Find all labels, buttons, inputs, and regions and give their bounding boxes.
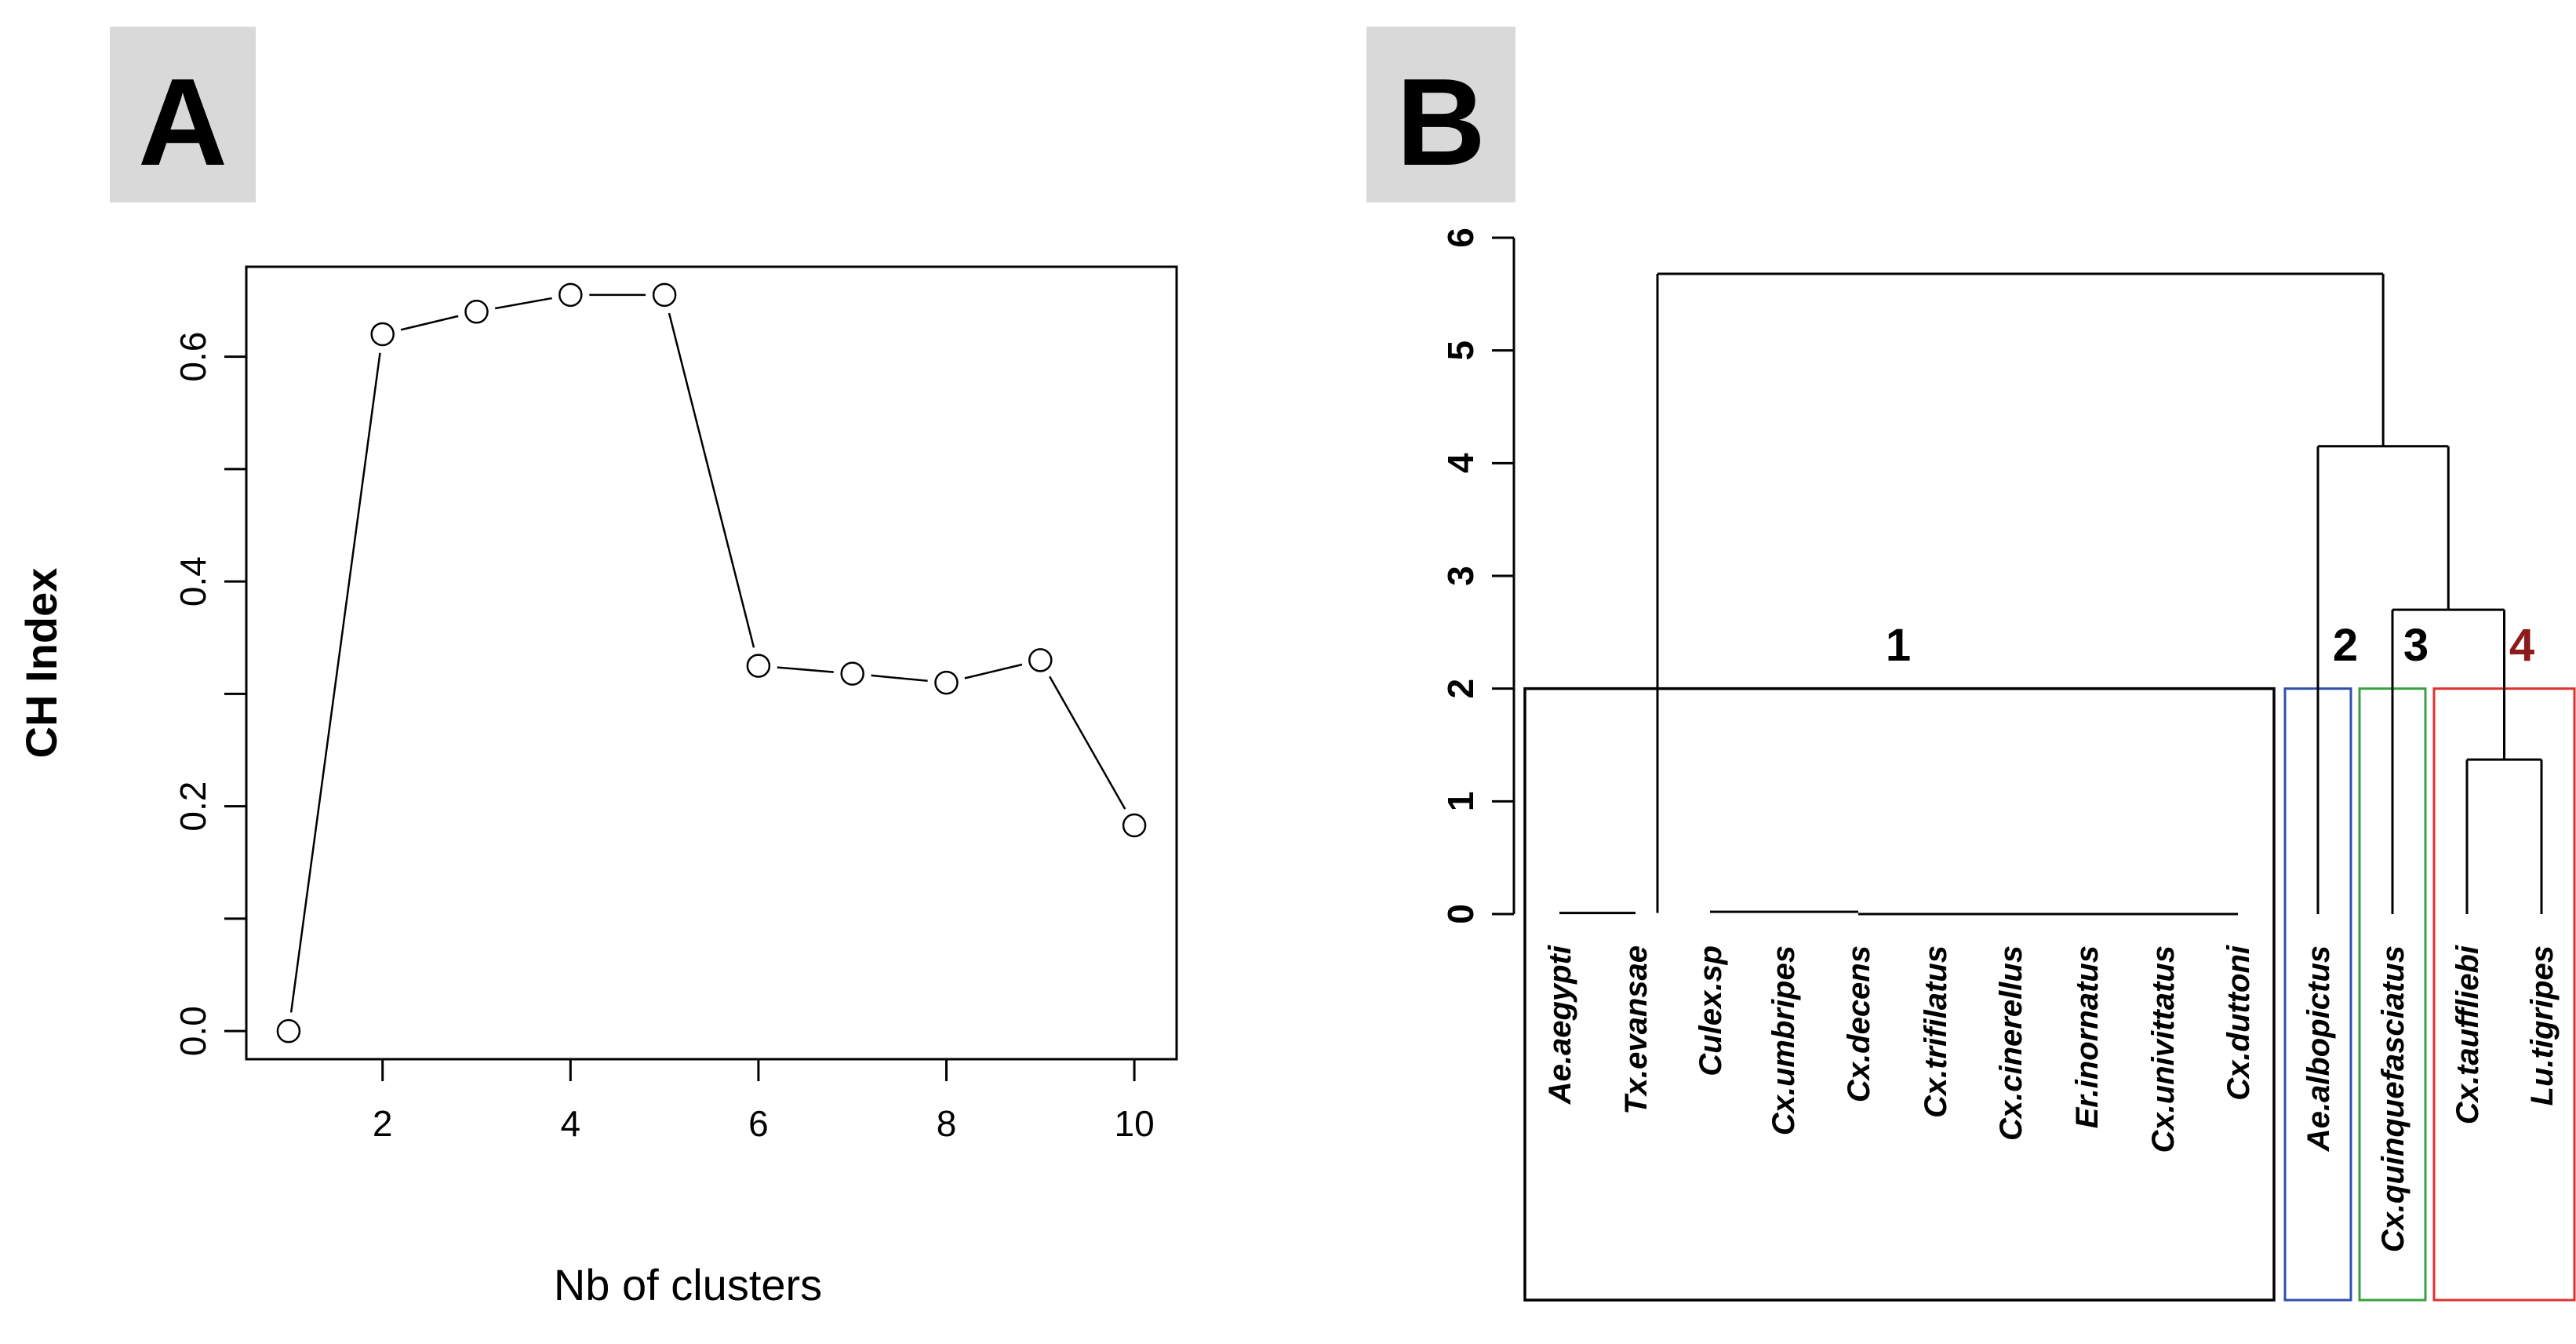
data-point <box>558 282 583 308</box>
leaf-label: Cx.umbripes <box>1766 945 1801 1135</box>
series-segment <box>777 666 834 673</box>
panel-b-letter-badge <box>1366 27 1515 202</box>
data-point <box>1122 813 1147 838</box>
panel-a-y-axis-title: CH Index <box>16 568 66 759</box>
leaf-label: Cx.trifilatus <box>1919 945 1953 1118</box>
data-point <box>464 300 489 324</box>
y-tick-label: 0.0 <box>173 1006 213 1056</box>
data-point <box>934 670 959 695</box>
series-segment <box>964 663 1023 679</box>
y-tick-label: 1 <box>1440 792 1481 812</box>
leaf-label: Ae.albopictus <box>2301 945 2336 1152</box>
panel-a-y-axis: 0.0 0.2 0.4 0.6 <box>173 332 246 1056</box>
y-tick-label: 2 <box>1440 679 1481 699</box>
x-tick-label: 6 <box>748 1103 769 1144</box>
x-tick-label: 4 <box>561 1103 581 1144</box>
x-tick-label: 10 <box>1115 1103 1155 1144</box>
panel-a-x-axis: 2 4 6 8 10 <box>373 1059 1155 1144</box>
y-tick-label: 4 <box>1440 453 1481 473</box>
series-segment <box>289 352 381 1013</box>
panel-a-letter: A <box>138 53 227 191</box>
panel-a-letter-badge <box>110 27 256 202</box>
series-segment <box>1049 676 1126 810</box>
data-point <box>652 282 677 308</box>
cluster-number-label: 4 <box>2509 620 2534 671</box>
leaf-label: Er.inornatus <box>2070 945 2105 1128</box>
cluster-number-label: 2 <box>2333 620 2358 671</box>
y-tick-label: 3 <box>1440 566 1481 586</box>
x-tick-label: 2 <box>373 1103 393 1144</box>
y-tick-label: 6 <box>1440 228 1481 248</box>
leaf-label: Cx.quinquefasciatus <box>2376 945 2410 1252</box>
panel-a-x-axis-title: Nb of clusters <box>554 1260 822 1309</box>
cluster-number-label: 3 <box>2403 620 2429 671</box>
leaf-label: Cx.decens <box>1842 945 1876 1102</box>
y-tick-label: 0 <box>1440 904 1481 924</box>
panel-a: A 2 4 6 8 10 0.0 0.2 0.4 0.6 Nb of clusters CH … <box>16 27 1178 1309</box>
panel-b-y-axis: 0 1 2 3 4 5 6 <box>1440 228 1515 924</box>
leaf-label: Cx.univittatus <box>2146 945 2181 1153</box>
y-tick-label: 0.6 <box>173 332 213 382</box>
y-tick-label: 0.2 <box>173 781 213 832</box>
x-tick-label: 8 <box>937 1103 957 1144</box>
cluster-number-label: 1 <box>1886 620 1911 671</box>
panel-b-cluster-boxes <box>1523 687 2576 1302</box>
cluster-box <box>1523 687 2276 1302</box>
y-tick-label: 5 <box>1440 341 1481 361</box>
panel-b-letter: B <box>1396 53 1486 191</box>
leaf-label: Lu.tigripes <box>2525 945 2560 1105</box>
leaf-label: Cx.cinerellus <box>1994 945 2028 1141</box>
leaf-label: Ae.aegypti <box>1543 945 1577 1105</box>
leaf-label: Cx.duttoni <box>2221 945 2256 1101</box>
series-segment <box>400 315 459 331</box>
leaf-label: Culex.sp <box>1694 945 1728 1076</box>
data-point <box>276 1018 301 1044</box>
leaf-label: Cx.tauffliebi <box>2450 945 2485 1124</box>
series-segment <box>668 312 755 648</box>
y-tick-label: 0.4 <box>173 556 213 606</box>
series-segment <box>494 297 552 310</box>
panel-a-series <box>276 282 1147 1044</box>
data-point <box>370 322 395 347</box>
panel-a-plot-frame <box>245 265 1178 1061</box>
panel-b-leaf-labels: Ae.aegypti Tx.evansae Culex.sp Cx.umbripes C… <box>1543 945 2560 1252</box>
series-segment <box>871 674 928 683</box>
data-point <box>840 661 864 686</box>
data-point <box>746 654 771 678</box>
data-point <box>1028 648 1053 672</box>
leaf-label: Tx.evansae <box>1619 945 1654 1115</box>
panel-b-dendrogram <box>1559 272 2543 916</box>
